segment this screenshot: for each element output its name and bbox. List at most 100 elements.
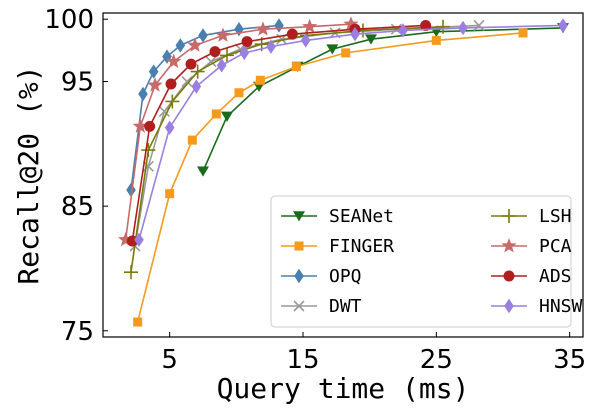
- data-point-finger: [431, 35, 441, 45]
- data-point-hnsw: [164, 120, 175, 135]
- x-tick-label: 25: [420, 345, 453, 375]
- data-point-pca: [302, 18, 318, 34]
- legend-item-pca: PCA: [491, 236, 572, 257]
- legend-marker-opq: [294, 268, 304, 284]
- data-point-seanet: [197, 166, 209, 177]
- data-point-pca: [166, 53, 182, 69]
- legend-label-dwt: DWT: [329, 296, 362, 317]
- data-point-lsh: [141, 143, 156, 158]
- legend-item-dwt: DWT: [281, 296, 362, 317]
- data-point-opq: [274, 18, 284, 33]
- data-point-finger: [518, 28, 528, 38]
- x-tick-label: 5: [161, 345, 178, 375]
- data-point-pca: [187, 37, 203, 52]
- data-point-seanet: [221, 111, 233, 122]
- legend-label-opq: OPQ: [329, 266, 362, 287]
- y-axis-label: Recall@20 (%): [12, 65, 45, 284]
- data-point-hnsw: [300, 33, 311, 48]
- data-point-pca: [147, 77, 163, 92]
- data-point-pca: [118, 231, 134, 247]
- legend-item-lsh: LSH: [491, 206, 572, 227]
- data-point-dwt: [181, 75, 193, 88]
- legend-item-opq: OPQ: [281, 266, 362, 287]
- legend-item-hnsw: HNSW: [491, 296, 583, 317]
- data-point-opq: [198, 28, 208, 43]
- y-tick-label: 85: [61, 192, 94, 222]
- legend-marker-finger: [294, 241, 304, 251]
- data-point-ads: [286, 28, 298, 40]
- legend-label-pca: PCA: [539, 236, 572, 257]
- data-point-pca: [343, 16, 359, 31]
- y-tick-label: 100: [44, 5, 94, 35]
- data-point-finger: [234, 88, 244, 98]
- data-point-finger: [165, 189, 175, 199]
- data-point-opq: [148, 64, 159, 79]
- legend-marker-dwt: [293, 300, 305, 312]
- data-point-opq: [126, 182, 136, 198]
- data-point-lsh: [190, 64, 205, 79]
- ticks-layer: 5 15 25 35 75 85 95 100: [44, 5, 586, 375]
- data-point-hnsw: [191, 79, 202, 94]
- data-point-hnsw: [239, 45, 250, 61]
- x-axis-label: Query time (ms): [217, 372, 470, 405]
- data-point-dwt: [158, 105, 170, 118]
- legend-box: [270, 195, 572, 328]
- data-point-finger: [291, 62, 301, 72]
- series-finger: [133, 28, 528, 327]
- data-point-ads: [241, 36, 253, 48]
- data-point-ads: [144, 120, 156, 132]
- data-point-pca: [132, 118, 148, 133]
- data-point-finger: [211, 109, 221, 119]
- legend-marker-seanet: [293, 211, 305, 222]
- legend: SEANet FINGER OPQ DWT LSH PCA ADS HNSW: [270, 195, 583, 328]
- legend-label-ads: ADS: [539, 266, 572, 287]
- plot-frame: [102, 12, 584, 338]
- x-tick-label: 15: [286, 345, 319, 375]
- x-tick-label: 35: [553, 345, 586, 375]
- data-point-ads: [126, 235, 138, 247]
- legend-marker-hnsw: [504, 298, 514, 314]
- legend-marker-lsh: [502, 209, 516, 223]
- data-point-ads: [420, 19, 432, 31]
- series-pca: [118, 16, 359, 247]
- data-point-hnsw: [134, 232, 144, 247]
- data-point-seanet: [365, 34, 377, 45]
- data-point-opq: [175, 38, 186, 53]
- legend-marker-pca: [501, 238, 517, 253]
- series-line-finger: [136, 32, 524, 323]
- data-point-lsh: [124, 265, 138, 280]
- legend-label-lsh: LSH: [539, 206, 572, 227]
- data-point-pca: [255, 21, 271, 36]
- data-point-finger: [341, 48, 351, 58]
- y-tick-label: 95: [61, 68, 94, 98]
- series-opq: [126, 18, 284, 198]
- data-point-opq: [138, 86, 148, 102]
- data-point-hnsw: [398, 23, 408, 38]
- data-point-ads: [209, 46, 221, 58]
- series-layer: [118, 16, 569, 327]
- legend-label-seanet: SEANet: [329, 206, 394, 227]
- data-point-hnsw: [458, 20, 468, 36]
- data-point-hnsw: [558, 18, 568, 33]
- legend-label-finger: FINGER: [329, 236, 394, 257]
- data-point-pca: [215, 27, 231, 42]
- data-point-finger: [187, 135, 197, 145]
- data-point-ads: [185, 58, 197, 70]
- data-point-finger: [133, 317, 143, 327]
- series-line-seanet: [202, 27, 564, 172]
- data-point-lsh: [220, 48, 234, 63]
- data-point-lsh: [165, 94, 180, 109]
- data-point-ads: [165, 78, 177, 90]
- data-point-hnsw: [216, 58, 227, 73]
- legend-marker-ads: [503, 270, 515, 282]
- legend-item-finger: FINGER: [281, 236, 394, 257]
- y-tick-label: 75: [61, 317, 94, 347]
- series-hnsw: [134, 18, 568, 247]
- data-point-dwt: [205, 56, 217, 68]
- data-point-seanet: [326, 44, 339, 55]
- data-point-hnsw: [350, 26, 360, 42]
- data-point-dwt: [473, 19, 485, 32]
- legend-item-seanet: SEANet: [281, 206, 394, 227]
- data-point-finger: [255, 75, 265, 85]
